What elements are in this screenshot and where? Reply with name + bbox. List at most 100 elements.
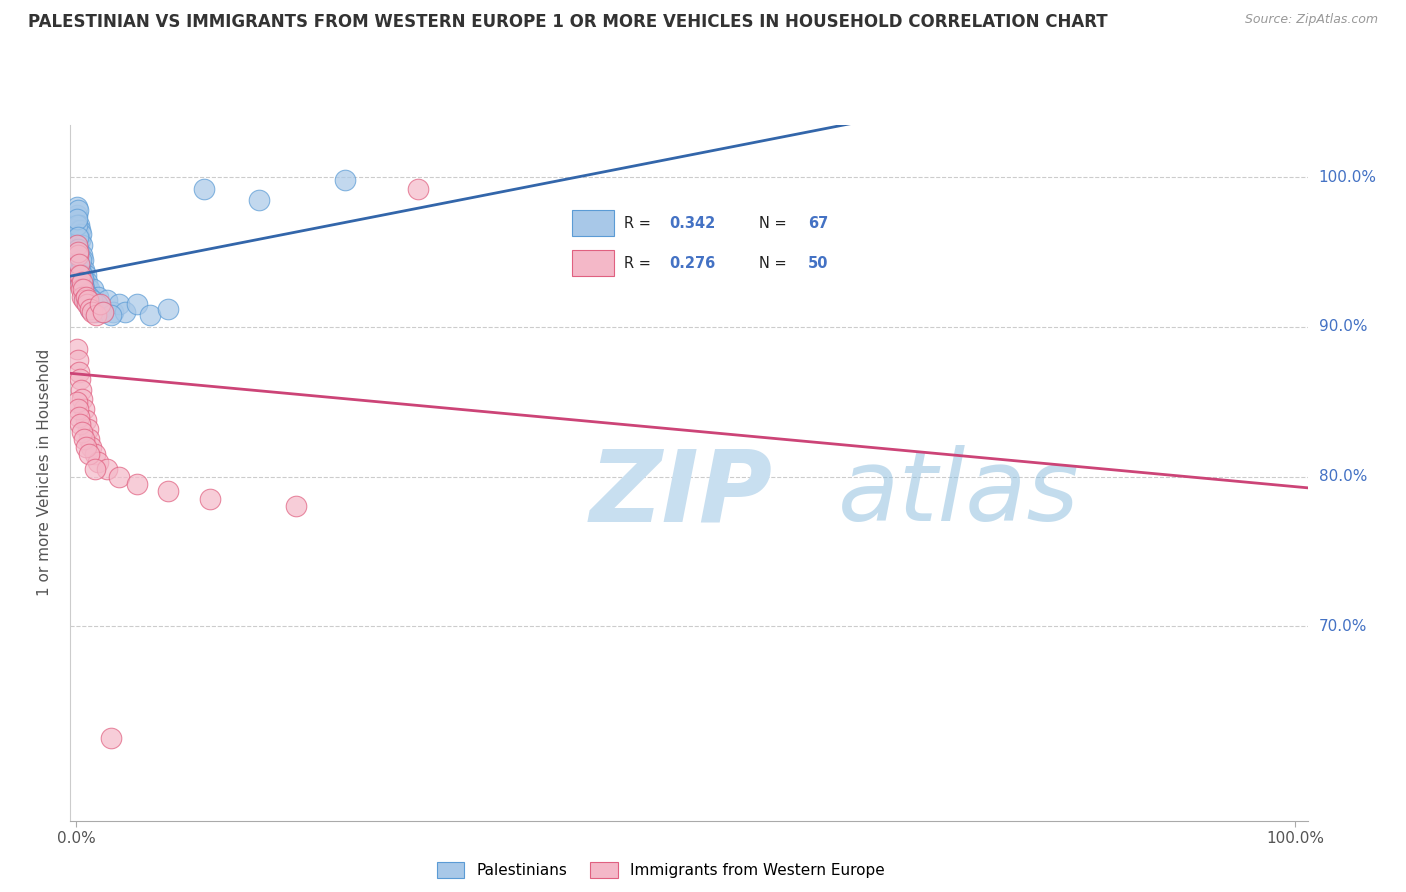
Point [156,484,179,499]
Point [79,290,101,304]
Text: 90.0%: 90.0% [1319,319,1367,334]
Point [69,252,91,267]
Text: R =: R = [624,216,655,231]
Point [79,301,101,316]
Point [70,283,93,297]
Point [101,305,124,319]
Point [284,500,307,514]
Point [70,275,93,289]
Point [66,352,89,367]
Text: 67: 67 [807,216,828,231]
Point [96,293,118,307]
Point [69,272,91,286]
Point [77,283,100,297]
Text: 50: 50 [807,256,828,271]
Point [72,275,94,289]
Point [406,182,429,196]
Point [75,290,97,304]
Point [80,440,103,454]
Point [76,297,98,311]
Point [69,233,91,247]
Point [114,305,136,319]
Point [67,242,90,256]
Point [66,248,89,262]
Point [70,227,93,241]
Point [82,293,104,307]
Point [89,297,111,311]
Point [75,277,97,292]
Point [66,218,89,232]
Point [72,283,94,297]
Point [100,308,122,322]
Point [66,212,89,227]
Point [200,491,222,506]
Point [69,277,91,292]
Point [70,425,93,439]
Point [87,290,110,304]
Point [87,454,110,468]
Text: 100.0%: 100.0% [1319,169,1376,185]
Point [138,308,160,322]
Point [69,263,91,277]
Point [82,305,104,319]
Y-axis label: 1 or more Vehicles in Household: 1 or more Vehicles in Household [37,349,52,597]
Point [84,297,107,311]
Point [73,283,96,297]
Point [79,301,101,316]
Point [73,283,96,297]
Text: N =: N = [759,216,792,231]
Point [72,277,94,292]
Point [67,257,90,271]
Point [67,248,90,262]
Point [72,392,94,406]
Point [90,301,112,316]
Point [69,268,91,282]
Point [67,365,90,379]
Point [70,268,93,282]
Point [76,422,98,436]
Point [333,173,356,187]
Point [75,440,97,454]
Point [67,237,90,252]
Text: 0.342: 0.342 [669,216,716,231]
Point [66,343,89,357]
Point [73,432,96,446]
Point [70,290,93,304]
Point [247,193,270,207]
Point [84,308,107,322]
Point [70,263,93,277]
Point [69,252,91,267]
Point [156,301,179,316]
Point [70,383,93,397]
Point [91,305,114,319]
Point [67,257,90,271]
Point [69,245,91,260]
Text: Source: ZipAtlas.com: Source: ZipAtlas.com [1244,13,1378,27]
Point [73,293,96,307]
Point [69,260,91,274]
Legend: Palestinians, Immigrants from Western Europe: Palestinians, Immigrants from Western Eu… [430,856,891,884]
Point [108,297,131,311]
Point [66,230,89,244]
Point [66,200,89,214]
FancyBboxPatch shape [572,211,613,236]
Point [66,237,89,252]
Text: 70.0%: 70.0% [1319,619,1367,633]
Point [67,230,90,244]
Point [70,268,93,282]
Point [72,252,94,267]
Point [127,477,149,491]
Point [77,290,100,304]
Point [73,272,96,286]
Point [83,447,105,461]
Point [83,305,105,319]
Point [67,218,90,232]
Point [75,293,97,307]
Point [67,245,90,260]
Point [100,731,122,746]
Point [66,394,89,409]
Point [70,275,93,289]
Point [75,287,97,301]
Point [66,203,89,218]
Point [96,462,118,476]
